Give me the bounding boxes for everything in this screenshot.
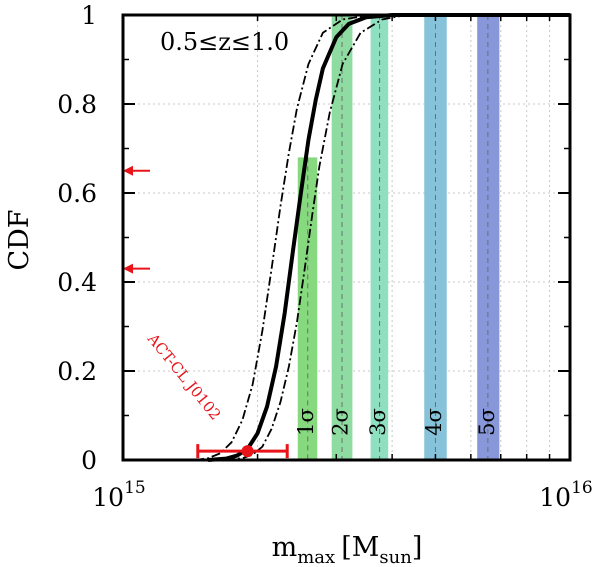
cluster-point <box>241 445 254 458</box>
x-axis-label-main: m <box>272 532 298 563</box>
sigma-band <box>370 15 389 460</box>
cdf-series-line <box>195 14 570 461</box>
x-tick-label-exponent: 16 <box>571 478 593 498</box>
x-tick-label: 1016 <box>539 478 592 512</box>
sigma-band-label: 1σ <box>294 408 318 436</box>
y-tick-label: 0.4 <box>57 268 97 297</box>
x-tick-label-exponent: 15 <box>124 478 146 498</box>
x-tick-label: 1015 <box>92 478 145 512</box>
x-axis-label-unit-sub: sun <box>379 547 412 567</box>
y-axis-label: CDF <box>4 209 35 270</box>
x-axis-label: mmax [Msun] <box>272 532 423 567</box>
cdf-series-line <box>207 13 570 462</box>
sigma-band-label: 3σ <box>366 408 390 436</box>
sigma-bands: 1σ 2σ 3σ 4σ 5σ <box>294 15 500 460</box>
sigma-band <box>331 15 353 460</box>
y-tick-label: 0.2 <box>57 357 97 386</box>
cluster-label: ACT-CL J0102 <box>143 329 224 423</box>
sigma-band <box>477 15 500 460</box>
y-tick-label: 0 <box>81 446 97 475</box>
y-tick-label: 0.8 <box>57 90 97 119</box>
sigma-band-label: 2σ <box>329 408 353 436</box>
cdf-series-line <box>225 14 570 461</box>
x-axis-label-close: ] <box>412 532 423 563</box>
y-tick-label: 1 <box>81 1 97 30</box>
redshift-range-annotation: 0.5≤z≤1.0 <box>160 28 289 56</box>
x-tick-label-base: 10 <box>92 483 124 512</box>
x-axis-label-unit: [M <box>341 532 379 563</box>
sigma-band <box>424 15 447 460</box>
sigma-band-label: 4σ <box>422 408 446 436</box>
sigma-band <box>297 157 318 460</box>
sigma-band-label: 5σ <box>475 408 499 436</box>
axis-arrow-head <box>123 263 133 274</box>
y-tick-label: 0.6 <box>57 179 97 208</box>
x-tick-label-base: 10 <box>539 483 571 512</box>
axis-arrow-head <box>123 165 133 176</box>
x-axis-label-sub: max <box>297 547 335 567</box>
